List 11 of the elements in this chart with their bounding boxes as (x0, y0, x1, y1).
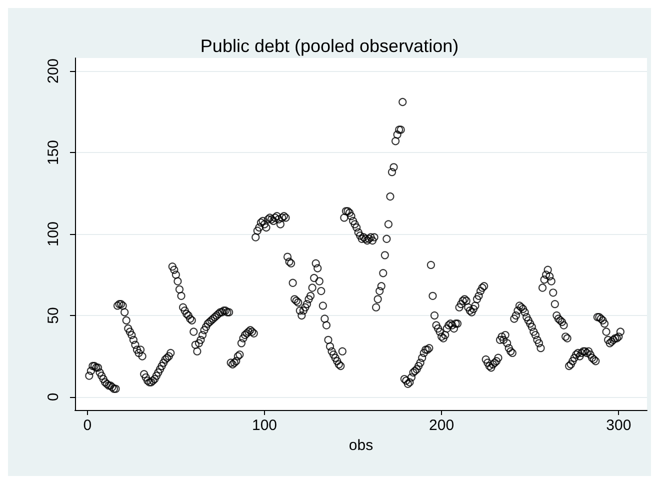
y-tick-label: 50 (45, 307, 62, 324)
x-tick-label: 300 (606, 417, 632, 434)
chart-title: Public debt (pooled observation) (200, 36, 459, 56)
x-tick-label: 0 (83, 417, 92, 434)
x-axis-title: obs (348, 436, 374, 454)
x-tick-label: 100 (252, 417, 277, 434)
y-tick-label: 150 (45, 140, 62, 166)
y-tick-label: 200 (45, 58, 62, 84)
y-tick-label: 0 (45, 392, 62, 402)
x-tick-label: 200 (429, 417, 454, 434)
y-tick-label: 100 (45, 221, 62, 247)
